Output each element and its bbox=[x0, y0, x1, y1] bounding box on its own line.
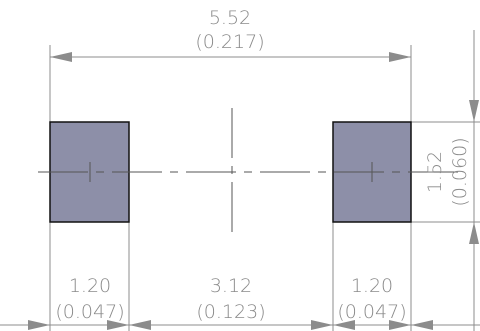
overall-width-arrow-left bbox=[50, 52, 72, 62]
overall-width-arrow-right bbox=[389, 52, 411, 62]
pad-gap-inch: (0.123) bbox=[196, 301, 265, 323]
right-pad-width-inch: (0.047) bbox=[337, 301, 406, 323]
pad-height-inch: (0.060) bbox=[449, 137, 471, 206]
bottom-arrow-6 bbox=[389, 320, 411, 330]
bottom-arrow-2 bbox=[129, 320, 151, 330]
bottom-arrow-5 bbox=[333, 320, 355, 330]
left-pad-width-value: 1.20 bbox=[69, 275, 111, 297]
bottom-arrow-3 bbox=[107, 320, 129, 330]
bottom-arrow-7 bbox=[411, 320, 433, 330]
pad-height-value: 1.52 bbox=[424, 151, 446, 193]
pad-height-arrow-top bbox=[469, 100, 479, 122]
overall-width-value: 5.52 bbox=[209, 7, 251, 29]
bottom-arrow-4 bbox=[311, 320, 333, 330]
pad-height-arrow-bottom bbox=[469, 222, 479, 244]
left-pad-width-inch: (0.047) bbox=[55, 301, 124, 323]
right-pad-width-value: 1.20 bbox=[351, 275, 393, 297]
bottom-arrow-1 bbox=[28, 320, 50, 330]
pad-gap-value: 3.12 bbox=[210, 275, 252, 297]
overall-width-inch: (0.217) bbox=[195, 31, 264, 53]
